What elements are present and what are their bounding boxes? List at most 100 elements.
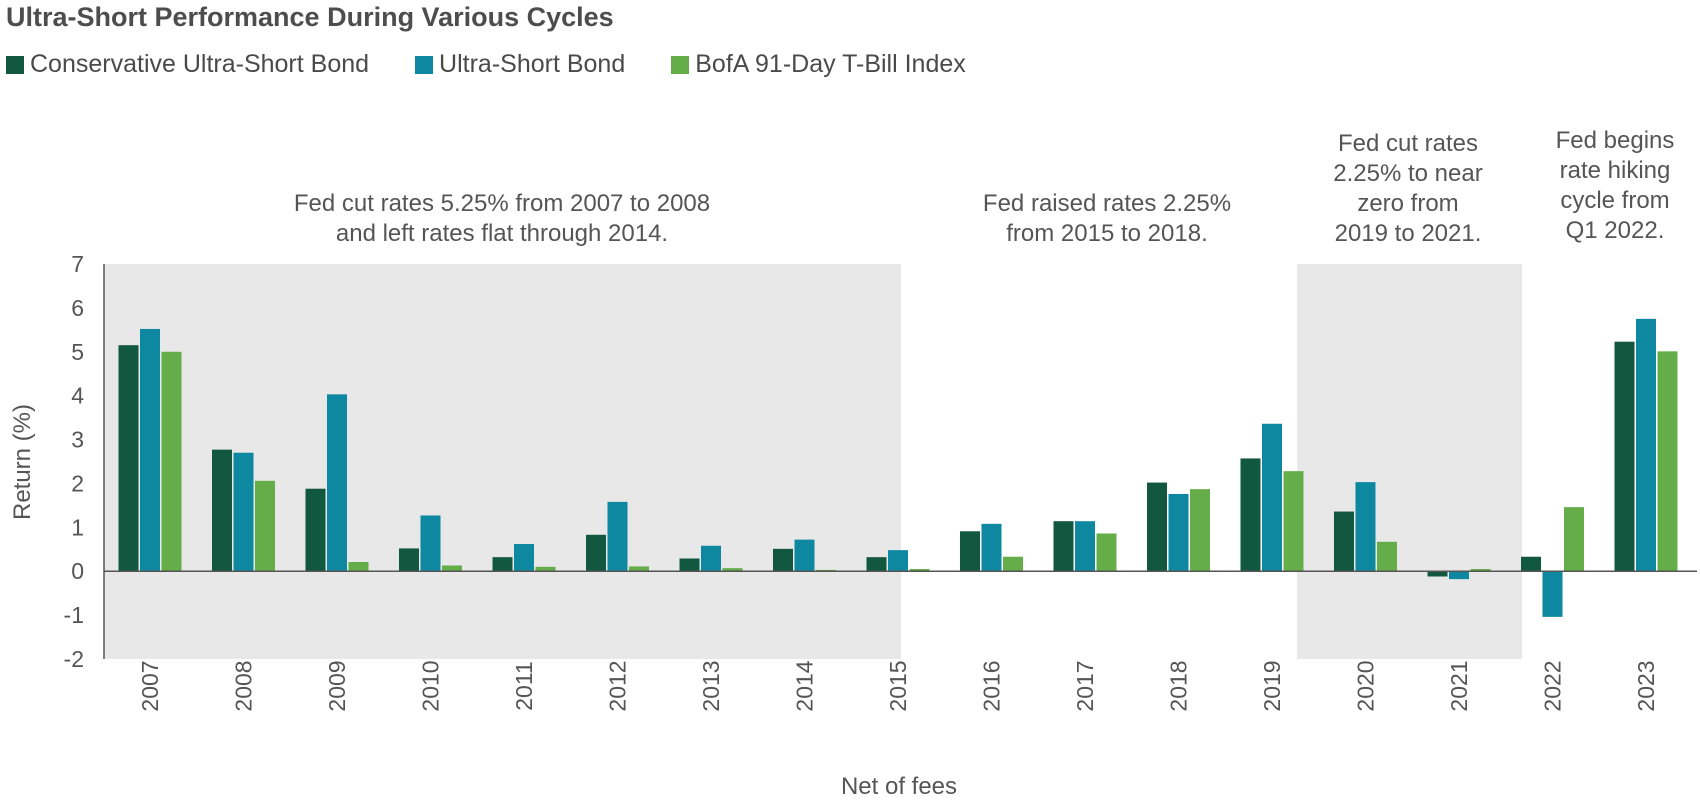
y-tick-label: 4 [71, 383, 84, 409]
x-tick-label-2017: 2017 [1072, 660, 1098, 711]
bar-conservative-2015 [866, 557, 887, 572]
x-tick-label-2018: 2018 [1166, 660, 1192, 711]
annotation-hike-2022-line-4: Q1 2022. [1566, 217, 1665, 244]
bar-ultra-short-2017 [1075, 521, 1095, 572]
annotation-cut-2019-line-1: Fed cut rates [1338, 130, 1478, 157]
y-tick-labels: 7 6 5 4 3 2 1 0 -1 -2 [64, 251, 85, 672]
y-tick-label: 3 [71, 427, 84, 453]
x-tick-label-2007: 2007 [137, 660, 163, 711]
annotation-hike-2022-line-1: Fed begins [1556, 127, 1675, 154]
x-tick-label-2008: 2008 [231, 660, 257, 711]
y-axis-label: Return (%) [9, 404, 36, 520]
bar-conservative-2020 [1334, 511, 1354, 572]
bar-ultra-short-2018 [1168, 493, 1189, 572]
bar-tbill-2019 [1283, 471, 1304, 572]
annotation-raise-2015-line-1: Fed raised rates 2.25% [983, 190, 1231, 217]
annotations: Fed cut rates 5.25% from 2007 to 2008 and… [294, 127, 1675, 247]
bar-ultra-short-2012 [607, 501, 628, 572]
bar-ultra-short-2019 [1262, 423, 1282, 572]
bar-conservative-2018 [1147, 482, 1167, 572]
bar-tbill-2023 [1657, 351, 1678, 572]
bar-tbill-2008 [255, 480, 275, 572]
x-tick-label-2016: 2016 [979, 660, 1005, 711]
bar-ultra-short-2023 [1636, 318, 1656, 572]
bar-ultra-short-2007 [140, 328, 160, 572]
x-tick-label-2021: 2021 [1446, 660, 1472, 711]
bar-conservative-2017 [1053, 521, 1074, 572]
bar-tbill-2007 [161, 351, 182, 572]
bars [118, 318, 1678, 617]
bar-tbill-2013 [722, 568, 743, 572]
bar-conservative-2009 [305, 488, 326, 572]
legend-label-conservative: Conservative Ultra-Short Bond [30, 50, 370, 78]
bar-conservative-2023 [1614, 341, 1635, 572]
bar-ultra-short-2009 [327, 394, 347, 572]
annotation-hike-2022-line-3: cycle from [1560, 187, 1669, 214]
y-tick-label: -2 [64, 646, 84, 672]
bar-conservative-2008 [212, 449, 232, 572]
legend-item-tbill: BofA 91-Day T-Bill Index [671, 50, 966, 79]
bar-tbill-2021 [1470, 569, 1491, 572]
axes [103, 264, 1697, 659]
annotation-cut-2007-line-2: and left rates flat through 2014. [336, 220, 668, 247]
legend-label-ultra-short: Ultra-Short Bond [439, 50, 626, 78]
legend: Conservative Ultra-Short Bond Ultra-Shor… [6, 50, 1012, 79]
bar-ultra-short-2020 [1355, 482, 1376, 572]
annotation-cut-2019-line-3: zero from [1357, 190, 1458, 217]
bar-conservative-2019 [1240, 458, 1261, 572]
bar-tbill-2012 [629, 566, 649, 572]
bar-conservative-2010 [399, 548, 419, 572]
bar-tbill-2009 [348, 562, 369, 572]
legend-swatch-ultra-short [415, 55, 434, 74]
bar-ultra-short-2010 [420, 515, 441, 572]
y-tick-label: -1 [64, 602, 84, 628]
bar-ultra-short-2008 [233, 452, 254, 572]
bar-ultra-short-2021 [1449, 571, 1469, 580]
bar-conservative-2014 [773, 548, 793, 572]
bar-conservative-2022 [1521, 556, 1541, 572]
x-tick-label-2009: 2009 [324, 660, 350, 711]
bar-conservative-2016 [960, 531, 980, 572]
y-tick-label: 7 [71, 251, 84, 277]
bar-conservative-2012 [586, 534, 606, 572]
bar-tbill-2020 [1377, 541, 1397, 572]
shaded-periods [104, 264, 1522, 659]
annotation-cut-2019-line-2: 2.25% to near [1333, 160, 1482, 187]
annotation-cut-2007-line-1: Fed cut rates 5.25% from 2007 to 2008 [294, 190, 710, 217]
bar-ultra-short-2013 [701, 545, 721, 572]
bar-ultra-short-2015 [888, 550, 908, 572]
x-tick-labels: 2007 2008 2009 2010 2011 2012 2013 2014 2015 2016… [137, 660, 1659, 711]
annotation-hike-2022-line-2: rate hiking [1560, 157, 1671, 184]
x-tick-label-2014: 2014 [792, 660, 818, 711]
chart-title: Ultra-Short Performance During Various C… [6, 2, 614, 32]
bar-tbill-2010 [442, 565, 462, 572]
bar-tbill-2017 [1096, 533, 1117, 572]
bar-ultra-short-2011 [514, 544, 534, 572]
y-tick-label: 0 [71, 558, 84, 584]
bar-conservative-2013 [679, 558, 700, 572]
legend-item-conservative: Conservative Ultra-Short Bond [6, 50, 369, 79]
legend-item-ultra-short: Ultra-Short Bond [415, 50, 625, 79]
bar-tbill-2018 [1190, 489, 1210, 572]
bar-ultra-short-2016 [981, 523, 1002, 572]
legend-swatch-tbill [671, 55, 690, 74]
bar-tbill-2011 [535, 566, 556, 572]
x-tick-label-2010: 2010 [418, 660, 444, 711]
y-tick-label: 1 [71, 514, 84, 540]
x-tick-label-2012: 2012 [605, 660, 631, 711]
x-tick-label-2011: 2011 [511, 661, 537, 710]
legend-label-tbill: BofA 91-Day T-Bill Index [695, 50, 966, 78]
x-tick-label-2019: 2019 [1259, 660, 1285, 711]
bar-conservative-2011 [492, 557, 513, 572]
bar-ultra-short-2022 [1542, 571, 1563, 617]
x-tick-label-2020: 2020 [1353, 660, 1379, 711]
bar-tbill-2016 [1003, 556, 1023, 572]
shaded-period-2020-2021 [1297, 264, 1522, 659]
annotation-raise-2015-line-2: from 2015 to 2018. [1006, 220, 1207, 247]
x-axis-label: Net of fees [841, 773, 957, 800]
annotation-cut-2019-line-4: 2019 to 2021. [1335, 220, 1482, 247]
bar-tbill-2022 [1564, 507, 1584, 572]
y-tick-label: 5 [71, 339, 84, 365]
x-tick-label-2013: 2013 [698, 660, 724, 711]
